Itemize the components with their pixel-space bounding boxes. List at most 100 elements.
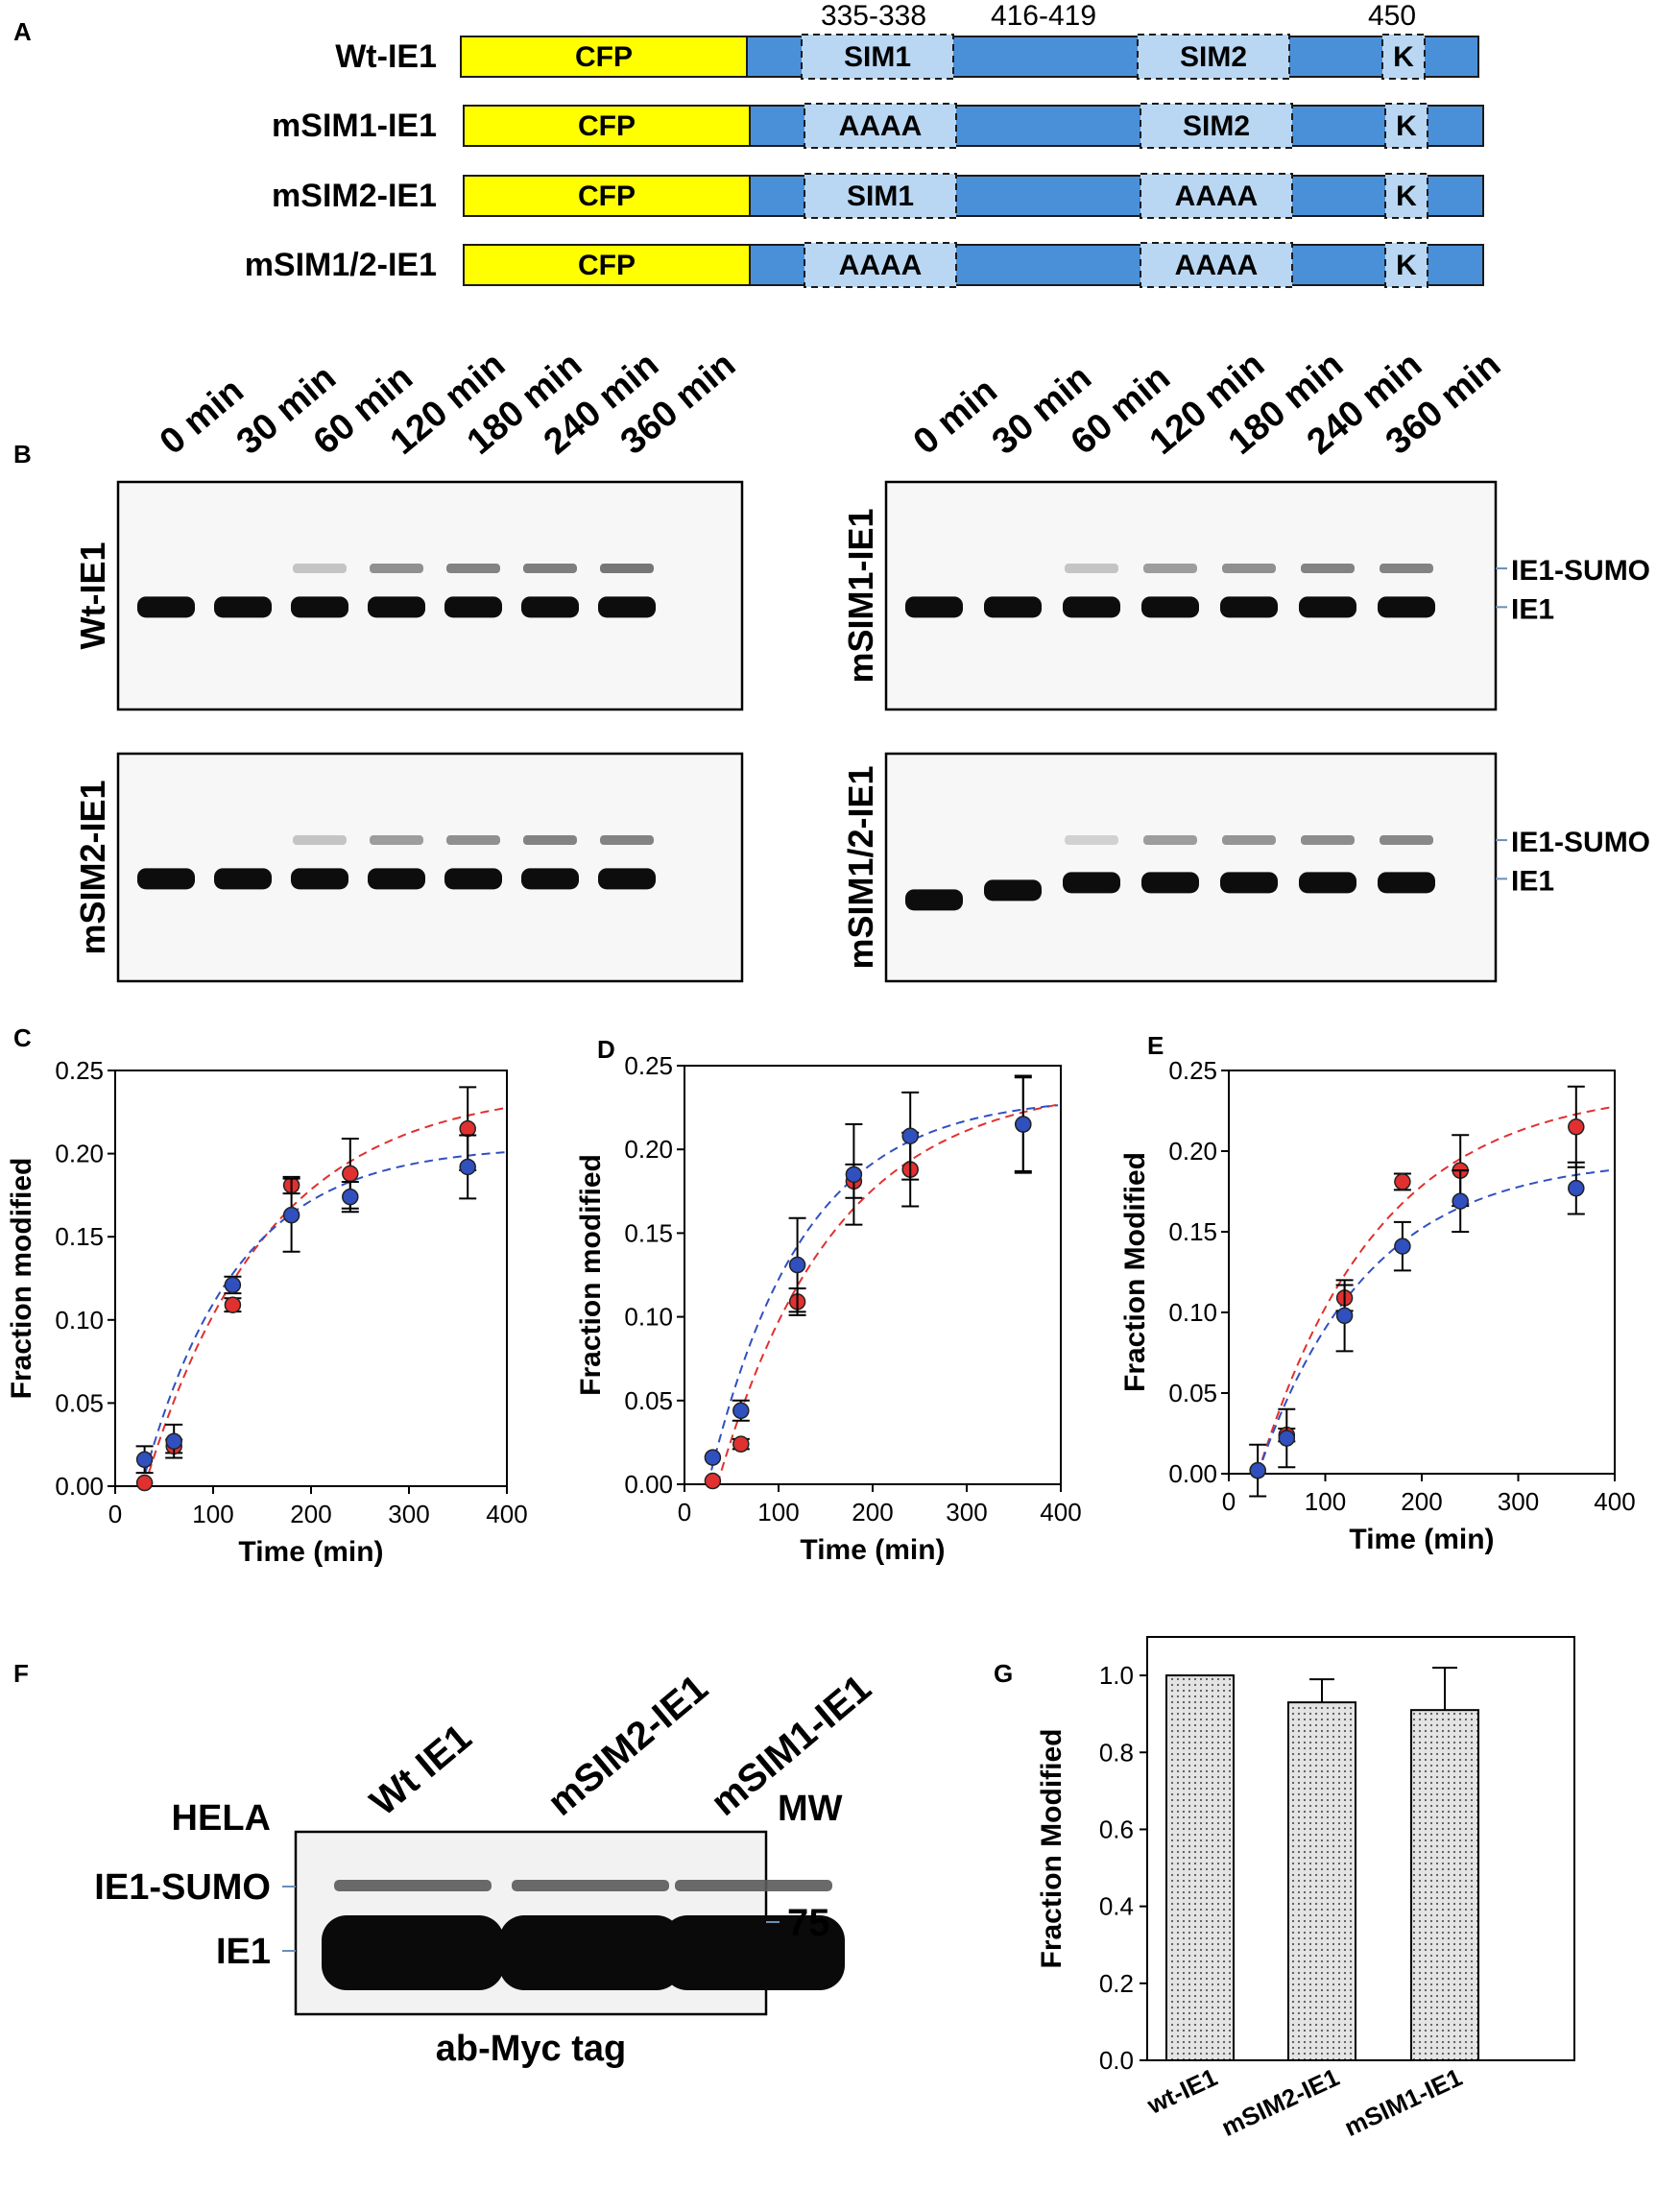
ie1-sumo-band bbox=[675, 1880, 832, 1891]
bar bbox=[1410, 1709, 1479, 2061]
data-point-red bbox=[224, 1296, 242, 1313]
ie1-band bbox=[1299, 872, 1356, 894]
x-axis-label: Time (min) bbox=[800, 1534, 945, 1566]
construct-name: mSIM2-IE1 bbox=[272, 178, 437, 214]
lysine-site-label: K bbox=[1396, 110, 1417, 142]
ie1-sumo-band-label: IE1-SUMO bbox=[94, 1867, 271, 1908]
data-point-blue bbox=[788, 1256, 806, 1274]
ie1-band bbox=[521, 596, 579, 618]
ie1-band bbox=[444, 596, 502, 618]
ie1-band bbox=[291, 596, 348, 618]
antibody-label: ab-Myc tag bbox=[436, 2029, 626, 2069]
ie1-band bbox=[322, 1915, 504, 1990]
data-point-red bbox=[704, 1472, 722, 1490]
lysine-site-label: K bbox=[1396, 250, 1417, 281]
sumo-interaction-motif-box bbox=[1140, 103, 1293, 149]
data-point-blue bbox=[1278, 1430, 1296, 1447]
cfp-label: CFP bbox=[575, 41, 633, 73]
data-point-blue bbox=[224, 1276, 242, 1294]
cfp-label: CFP bbox=[578, 180, 636, 212]
y-axis-label: Fraction Modified bbox=[1119, 1152, 1151, 1392]
ie1-band bbox=[598, 868, 656, 890]
data-point-blue bbox=[1452, 1192, 1469, 1210]
blot-construct-label: mSIM1-IE1 bbox=[841, 508, 880, 683]
x-axis-label: Time (min) bbox=[238, 1536, 383, 1568]
sumo-interaction-motif-label: AAAA bbox=[1175, 180, 1259, 212]
cfp-domain-box bbox=[460, 36, 748, 78]
lysine-site-label: K bbox=[1393, 41, 1414, 73]
x-tick-label: 200 bbox=[1401, 1487, 1442, 1516]
panel-c: C 0 100 200 300 400 0.00 0.05 0.10 0.15 0.20 0.25 Ti… bbox=[6, 1023, 528, 1568]
cfp-domain-box bbox=[463, 105, 751, 147]
ie1-sumo-band bbox=[334, 1880, 492, 1891]
ie1-band bbox=[662, 1915, 845, 1990]
x-tick-label: 400 bbox=[1594, 1487, 1635, 1516]
data-point-blue bbox=[342, 1188, 359, 1206]
ie1-band bbox=[1141, 596, 1199, 618]
data-point-red bbox=[459, 1119, 476, 1138]
data-point-blue bbox=[459, 1158, 476, 1176]
y-tick-label: 0.10 bbox=[1168, 1298, 1217, 1327]
ie1-sumo-band bbox=[1380, 835, 1433, 846]
bar bbox=[1287, 1701, 1356, 2061]
ie1-sumo-band bbox=[523, 835, 577, 846]
ie1-band bbox=[984, 879, 1042, 902]
data-point-blue bbox=[1015, 1116, 1032, 1133]
y-tick-label: 0.25 bbox=[55, 1056, 104, 1085]
ie1-sumo-band-label: IE1-SUMO bbox=[1511, 555, 1650, 587]
y-axis-label: Fraction modified bbox=[6, 1158, 37, 1400]
data-point-red bbox=[732, 1435, 750, 1453]
x-tick-label: 0 bbox=[108, 1500, 122, 1528]
construct-name: Wt-IE1 bbox=[335, 38, 437, 75]
ie1-band-label: IE1 bbox=[1511, 593, 1554, 625]
ie1-band bbox=[598, 596, 656, 618]
ie1-band bbox=[1141, 872, 1199, 894]
y-tick-label: 0.25 bbox=[1168, 1056, 1217, 1085]
timepoint-label: 0 min bbox=[906, 371, 1005, 463]
ie1-sumo-band bbox=[1380, 564, 1433, 574]
sumo-interaction-motif-label: AAAA bbox=[839, 250, 923, 281]
ie1-band bbox=[499, 1915, 682, 1990]
plot-frame bbox=[1146, 1636, 1575, 2061]
y-axis-label: Fraction modified bbox=[575, 1154, 607, 1396]
ie1-sumo-band bbox=[1301, 564, 1355, 574]
panel-a: A 335-338 416-419 450 Wt-IE1 CFP SIM1 SIM2 KmSIM… bbox=[13, 0, 1484, 288]
site-position-label: 335-338 bbox=[821, 0, 926, 32]
y-tick-label: 0.6 bbox=[1099, 1815, 1134, 1843]
y-tick-label: 0.0 bbox=[1099, 2046, 1134, 2075]
ie1-sumo-band bbox=[1065, 835, 1118, 846]
fit-curve-blue bbox=[140, 1151, 507, 1487]
blot-frame bbox=[116, 752, 744, 983]
ie1-sumo-band bbox=[293, 835, 347, 846]
mw-value-label: 75 bbox=[787, 1902, 830, 1944]
y-tick-label: 0.10 bbox=[55, 1306, 104, 1334]
panel-letter: G bbox=[994, 1659, 1013, 1688]
sumo-interaction-motif-label: AAAA bbox=[839, 110, 923, 142]
ie1-band bbox=[368, 596, 425, 618]
sumo-interaction-motif-box bbox=[1137, 34, 1290, 80]
data-point-blue bbox=[165, 1432, 182, 1450]
ie1-band bbox=[1063, 596, 1120, 618]
blot-construct-label: Wt-IE1 bbox=[73, 542, 112, 650]
ie1-sumo-band bbox=[600, 835, 654, 846]
x-tick-label: 200 bbox=[290, 1500, 331, 1528]
ie1-band bbox=[368, 868, 425, 890]
data-point-blue bbox=[1335, 1307, 1354, 1325]
x-tick-label: 300 bbox=[1498, 1487, 1539, 1516]
ie1-sumo-band bbox=[1222, 564, 1276, 574]
ie1-sumo-band bbox=[1143, 835, 1197, 846]
panel-letter: F bbox=[13, 1659, 29, 1688]
data-point-red bbox=[1568, 1118, 1585, 1136]
sumo-interaction-motif-label: AAAA bbox=[1175, 250, 1259, 281]
ie1-sumo-band bbox=[293, 564, 347, 574]
panel-letter: D bbox=[597, 1035, 615, 1064]
category-label: wt-IE1 bbox=[1142, 2062, 1222, 2120]
ie1-band bbox=[984, 596, 1042, 618]
y-tick-label: 0.00 bbox=[624, 1470, 673, 1499]
y-tick-label: 0.10 bbox=[624, 1303, 673, 1332]
sumo-interaction-motif-label: SIM2 bbox=[1183, 110, 1250, 142]
data-point-blue bbox=[1394, 1238, 1411, 1255]
ie1-band bbox=[1220, 872, 1278, 894]
blot-frame bbox=[116, 480, 744, 711]
